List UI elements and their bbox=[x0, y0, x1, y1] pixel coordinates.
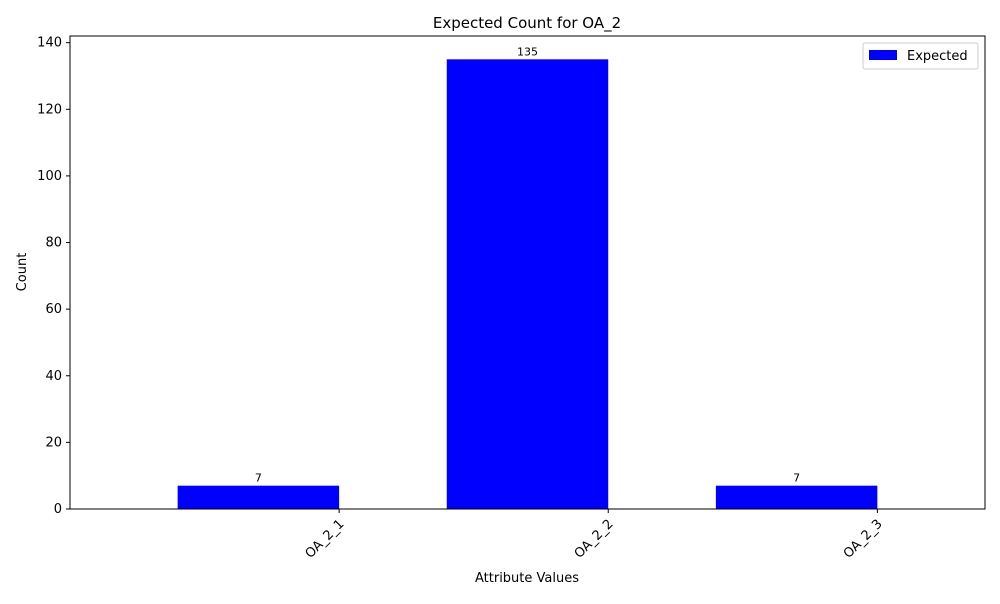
legend: Expected bbox=[862, 42, 979, 70]
x-tick-label: OA_2_3 bbox=[841, 517, 886, 562]
y-tick-label: 120 bbox=[37, 102, 62, 117]
legend-swatch bbox=[869, 50, 897, 60]
y-tick-label: 80 bbox=[45, 236, 62, 251]
x-tick-label: OA_2_1 bbox=[303, 517, 348, 562]
chart-title: Expected Count for OA_2 bbox=[433, 14, 621, 33]
data-label-OA_2_2: 135 bbox=[517, 45, 538, 58]
y-tick-label: 100 bbox=[37, 169, 62, 184]
y-axis: 0 20 40 60 80 100 120 140 bbox=[37, 36, 70, 517]
x-axis-label: Attribute Values bbox=[475, 571, 579, 586]
y-tick-label: 140 bbox=[37, 36, 62, 51]
plot-frame bbox=[69, 35, 986, 510]
bars-layer bbox=[177, 59, 878, 510]
bar-OA_2_3 bbox=[715, 485, 878, 509]
data-label-OA_2_3: 7 bbox=[793, 472, 800, 485]
y-tick-label: 60 bbox=[45, 302, 62, 317]
y-tick-label: 20 bbox=[45, 435, 62, 450]
bar-OA_2_2 bbox=[446, 59, 609, 510]
y-axis-label: Count bbox=[15, 253, 30, 292]
legend-label: Expected bbox=[907, 49, 968, 64]
data-label-OA_2_1: 7 bbox=[255, 472, 262, 485]
bar-OA_2_1 bbox=[177, 485, 340, 509]
data-labels: 7 135 7 bbox=[255, 45, 800, 484]
x-axis: OA_2_1 OA_2_2 OA_2_3 bbox=[303, 509, 886, 562]
x-tick-label: OA_2_2 bbox=[572, 517, 617, 562]
y-tick-label: 40 bbox=[45, 369, 62, 384]
legend-box bbox=[862, 42, 979, 70]
y-tick-label: 0 bbox=[54, 502, 62, 517]
